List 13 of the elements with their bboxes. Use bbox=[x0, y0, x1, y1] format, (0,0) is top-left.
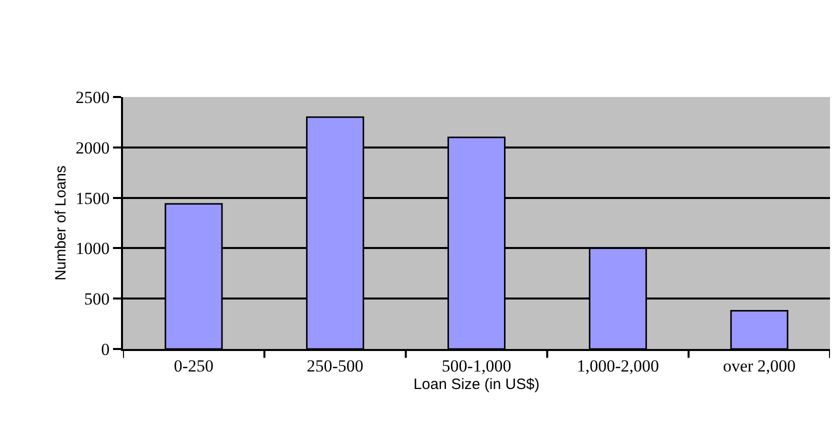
x-tick-label: over 2,000 bbox=[722, 356, 796, 376]
x-axis-title: Loan Size (in US$) bbox=[414, 376, 540, 393]
y-tick-label: 0 bbox=[101, 340, 110, 359]
y-axis-title: Number of Loans bbox=[52, 165, 70, 281]
y-tick-label: 2500 bbox=[76, 88, 110, 107]
y-tick-label: 500 bbox=[84, 290, 110, 309]
x-tick-label: 500-1,000 bbox=[442, 356, 512, 376]
y-tick-label: 1000 bbox=[76, 239, 110, 258]
y-tick-label: 1500 bbox=[76, 188, 110, 208]
x-tick-label: 0-250 bbox=[174, 356, 214, 376]
y-tick-label: 2000 bbox=[76, 138, 110, 158]
x-tick-label: 1,000-2,000 bbox=[576, 356, 659, 376]
x-tick-label: 250-500 bbox=[306, 356, 364, 376]
